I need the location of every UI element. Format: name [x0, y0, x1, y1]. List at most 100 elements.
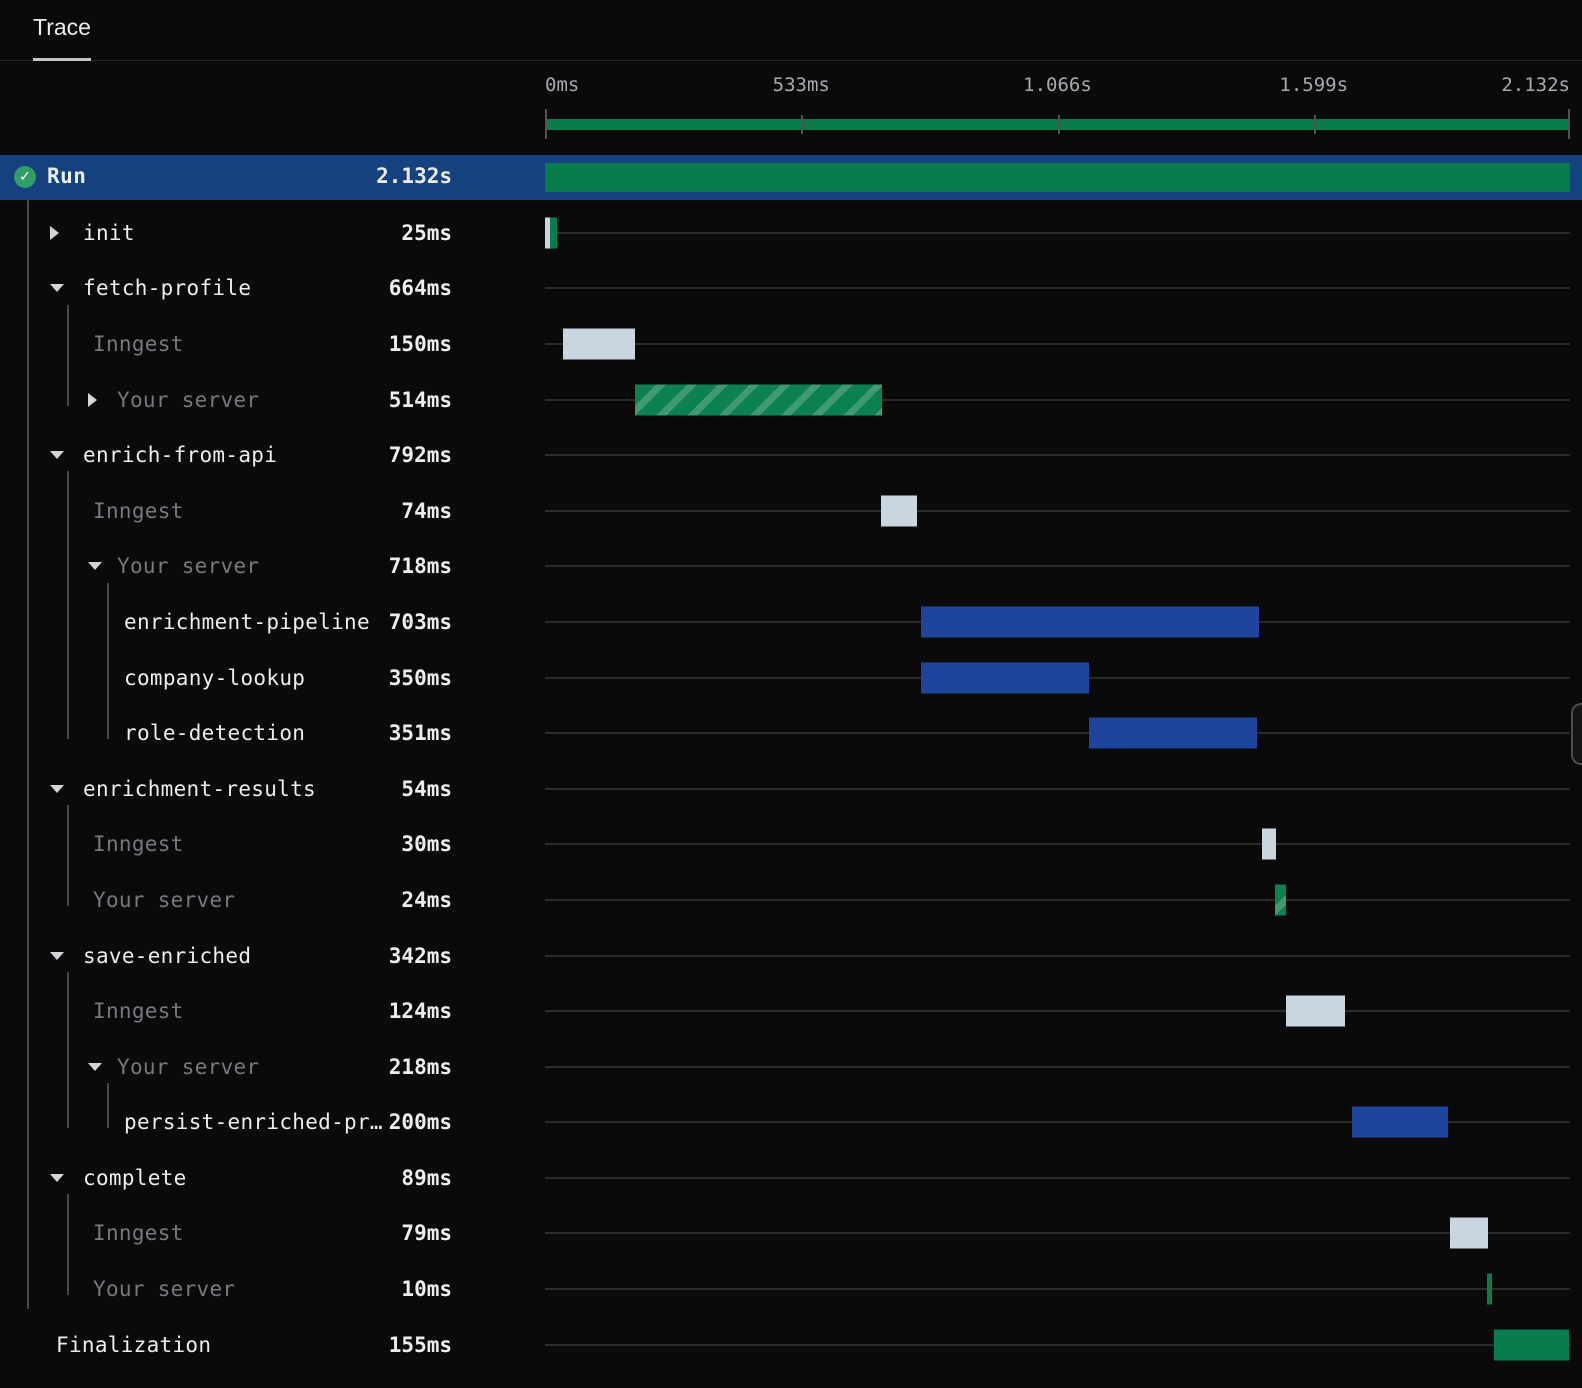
row-duration: 342ms — [388, 943, 452, 968]
trace-row-your-server[interactable]: Your server 218ms — [0, 1039, 1582, 1095]
chevron-down-icon[interactable] — [88, 562, 102, 571]
tree-guide-line — [67, 805, 69, 906]
row-duration: 124ms — [388, 999, 452, 1024]
trace-row-persist-enriched-pr-[interactable]: persist-enriched-pr… 200ms — [0, 1095, 1582, 1151]
trace-row-enrichment-pipeline[interactable]: enrichment-pipeline 703ms — [0, 594, 1582, 650]
span-bar-queued[interactable] — [881, 495, 917, 527]
chevron-down-icon[interactable] — [50, 784, 64, 793]
chevron-down-icon[interactable] — [50, 284, 64, 293]
trace-row-complete[interactable]: complete 89ms — [0, 1150, 1582, 1206]
chevron-down-icon[interactable] — [50, 1173, 64, 1182]
row-duration: 351ms — [388, 721, 452, 746]
track-line — [545, 843, 1570, 846]
active-tab-indicator — [33, 58, 91, 61]
span-bar-queued[interactable] — [1261, 828, 1277, 860]
trace-row-role-detection[interactable]: role-detection 351ms — [0, 705, 1582, 761]
chevron-down-icon[interactable] — [50, 451, 64, 460]
chevron-right-icon[interactable] — [50, 225, 59, 240]
run-row[interactable]: ✓ Run 2.132s — [0, 155, 1582, 200]
span-bar-user[interactable] — [1088, 717, 1258, 749]
row-timeline-strip — [545, 872, 1570, 928]
chevron-right-icon[interactable] — [88, 392, 97, 407]
span-bar-user[interactable] — [1351, 1106, 1448, 1138]
row-label: enrichment-pipeline — [124, 609, 370, 634]
row-duration: 24ms — [401, 887, 452, 912]
trace-row-your-server[interactable]: Your server 514ms — [0, 372, 1582, 428]
trace-row-your-server[interactable]: Your server 10ms — [0, 1261, 1582, 1317]
row-timeline-strip — [545, 316, 1570, 372]
row-duration: 79ms — [401, 1221, 452, 1246]
run-bar-strip — [545, 155, 1570, 200]
row-timeline-strip — [545, 539, 1570, 595]
track-line — [545, 509, 1570, 512]
run-label: Run — [47, 164, 87, 188]
track-line — [545, 787, 1570, 790]
trace-row-save-enriched[interactable]: save-enriched 342ms — [0, 928, 1582, 984]
chevron-down-icon[interactable] — [88, 1062, 102, 1071]
minimap-tick — [1568, 109, 1570, 139]
trace-row-company-lookup[interactable]: company-lookup 350ms — [0, 650, 1582, 706]
span-bar-exec-solid[interactable] — [550, 217, 557, 249]
span-bar-exec-hatched[interactable] — [634, 384, 882, 416]
row-duration: 514ms — [388, 387, 452, 412]
tab-trace-label: Trace — [33, 14, 91, 40]
track-line — [545, 1343, 1570, 1346]
span-bar-exec-hatched[interactable] — [1274, 884, 1287, 916]
row-label: company-lookup — [124, 665, 306, 690]
trace-row-enrich-from-api[interactable]: enrich-from-api 792ms — [0, 427, 1582, 483]
trace-row-inngest[interactable]: Inngest 79ms — [0, 1206, 1582, 1262]
row-timeline-strip — [545, 1150, 1570, 1206]
trace-row-inngest[interactable]: Inngest 30ms — [0, 817, 1582, 873]
trace-row-your-server[interactable]: Your server 24ms — [0, 872, 1582, 928]
row-label: Your server — [117, 554, 260, 579]
row-duration: 10ms — [401, 1277, 452, 1302]
span-bar-user[interactable] — [920, 662, 1090, 694]
row-duration: 664ms — [388, 276, 452, 301]
timeline-axis: 0ms 533ms 1.066s 1.599s 2.132s — [545, 74, 1570, 102]
row-timeline-strip — [545, 1317, 1570, 1373]
span-bar-queued[interactable] — [1449, 1217, 1488, 1249]
trace-row-enrichment-results[interactable]: enrichment-results 54ms — [0, 761, 1582, 817]
trace-row-inngest[interactable]: Inngest 150ms — [0, 316, 1582, 372]
span-bar-user[interactable] — [920, 606, 1259, 638]
row-duration: 200ms — [388, 1110, 452, 1135]
row-duration: 703ms — [388, 609, 452, 634]
run-success-icon: ✓ — [14, 166, 36, 188]
axis-tick-label: 0ms — [545, 74, 580, 96]
span-bar-queued[interactable] — [545, 217, 551, 249]
row-duration: 350ms — [388, 665, 452, 690]
chevron-down-icon[interactable] — [50, 951, 64, 960]
trace-row-fetch-profile[interactable]: fetch-profile 664ms — [0, 261, 1582, 317]
span-bar-exec-solid[interactable] — [1486, 1273, 1492, 1305]
row-timeline-strip — [545, 205, 1570, 261]
row-duration: 718ms — [388, 554, 452, 579]
span-bar-exec-solid[interactable] — [1494, 1329, 1569, 1361]
row-timeline-strip — [545, 928, 1570, 984]
scroll-indicator[interactable] — [1571, 703, 1582, 765]
minimap-tick — [1057, 115, 1060, 134]
row-timeline-strip — [545, 983, 1570, 1039]
row-timeline-strip — [545, 650, 1570, 706]
tree-guide-line — [107, 582, 109, 740]
tab-trace[interactable]: Trace — [33, 14, 91, 61]
track-line — [545, 287, 1570, 290]
trace-row-finalization[interactable]: Finalization 155ms — [0, 1317, 1582, 1373]
row-duration: 150ms — [388, 331, 452, 356]
track-line — [545, 1065, 1570, 1068]
row-duration: 89ms — [401, 1165, 452, 1190]
trace-row-inngest[interactable]: Inngest 74ms — [0, 483, 1582, 539]
timeline-minimap[interactable] — [545, 108, 1570, 140]
span-bar-queued[interactable] — [1285, 995, 1346, 1027]
tree-guide-line — [107, 1083, 109, 1129]
row-timeline-strip — [545, 594, 1570, 650]
span-bar-queued[interactable] — [562, 328, 635, 360]
row-timeline-strip — [545, 1095, 1570, 1151]
track-line — [545, 1176, 1570, 1179]
trace-row-inngest[interactable]: Inngest 124ms — [0, 983, 1582, 1039]
row-label: complete — [83, 1165, 187, 1190]
run-timeline-bar[interactable] — [545, 163, 1570, 192]
trace-row-init[interactable]: init 25ms — [0, 205, 1582, 261]
row-label: save-enriched — [83, 943, 252, 968]
axis-tick-label: 2.132s — [1501, 74, 1570, 96]
trace-row-your-server[interactable]: Your server 718ms — [0, 539, 1582, 595]
